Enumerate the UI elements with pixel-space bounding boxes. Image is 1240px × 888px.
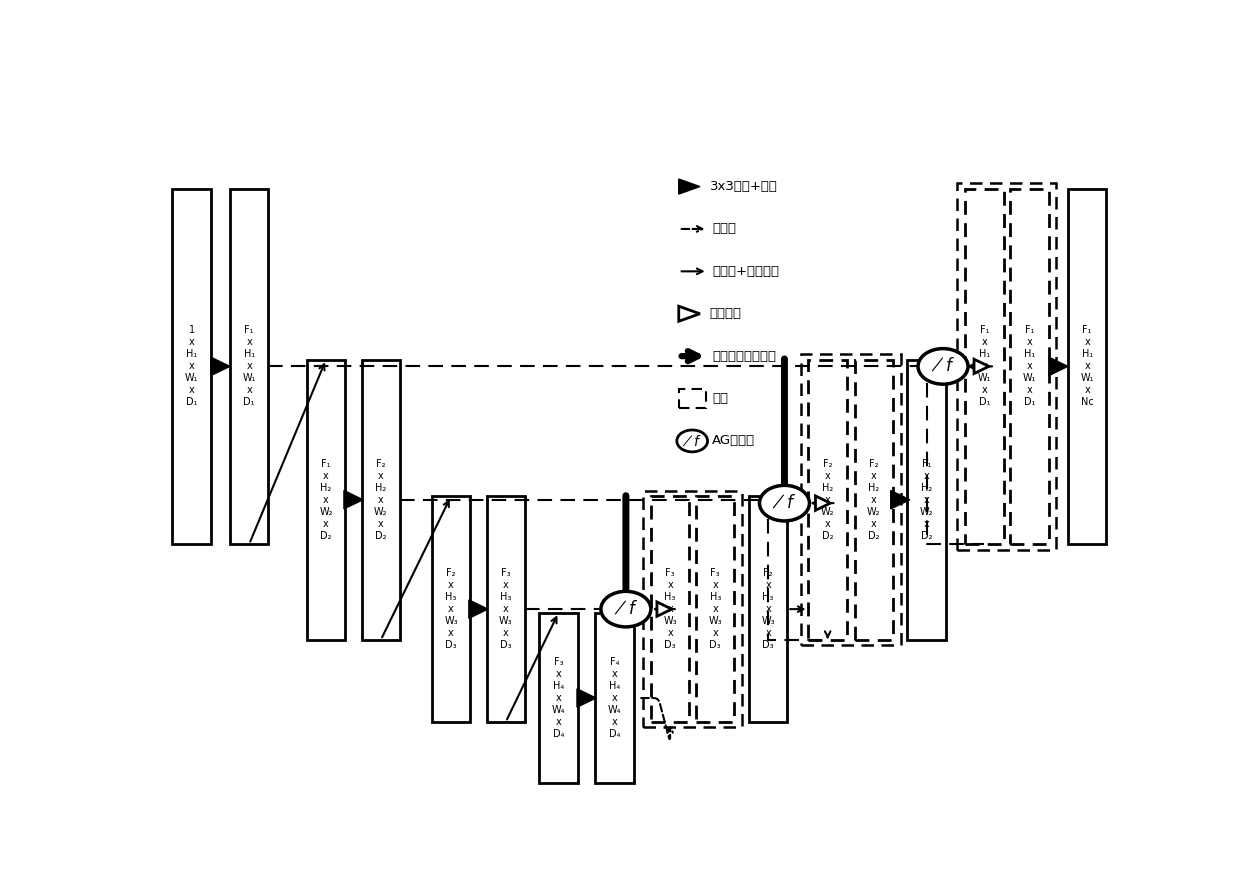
Text: F₂
x
H₂
x
W₂
x
D₂: F₂ x H₂ x W₂ x D₂ [821, 459, 835, 541]
Text: 上采样: 上采样 [713, 223, 737, 235]
Text: F₃
x
H₄
x
W₄
x
D₄: F₃ x H₄ x W₄ x D₄ [552, 657, 565, 739]
Polygon shape [577, 689, 596, 707]
Text: F₁
x
H₁
x
W₁
x
D₁: F₁ x H₁ x W₁ x D₁ [243, 325, 255, 408]
Text: F₄
x
H₄
x
W₄
x
D₄: F₄ x H₄ x W₄ x D₄ [608, 657, 621, 739]
Text: F₁
x
H₁
x
W₁
x
D₁: F₁ x H₁ x W₁ x D₁ [977, 325, 991, 408]
Polygon shape [211, 357, 229, 376]
Text: $\!\not{\!\;f}$: $\!\not{\!\;f}$ [773, 494, 796, 512]
Text: 下采样+最大池化: 下采样+最大池化 [713, 265, 780, 278]
Text: F₁
x
H₂
x
W₂
x
D₂: F₁ x H₂ x W₂ x D₂ [920, 459, 934, 541]
Text: $\!\not{\!\;f}$: $\!\not{\!\;f}$ [682, 433, 702, 448]
Text: F₃
x
H₃
x
W₃
x
D₃: F₃ x H₃ x W₃ x D₃ [498, 568, 512, 650]
Polygon shape [816, 496, 831, 511]
FancyBboxPatch shape [651, 496, 689, 722]
FancyBboxPatch shape [486, 496, 525, 722]
Circle shape [677, 430, 708, 452]
Text: 3x3卷积+激活: 3x3卷积+激活 [709, 180, 777, 193]
FancyBboxPatch shape [539, 613, 578, 783]
Text: 1
x
H₁
x
W₁
x
D₁: 1 x H₁ x W₁ x D₁ [185, 325, 198, 408]
Text: F₂
x
H₂
x
W₂
x
D₂: F₂ x H₂ x W₂ x D₂ [867, 459, 880, 541]
Polygon shape [975, 360, 988, 374]
Polygon shape [678, 306, 699, 321]
Text: F₂
x
H₂
x
W₂
x
D₂: F₂ x H₂ x W₂ x D₂ [374, 459, 388, 541]
Text: F₁
x
H₁
x
W₁
x
Nc: F₁ x H₁ x W₁ x Nc [1080, 325, 1094, 408]
Text: AG注意门: AG注意门 [713, 434, 755, 448]
FancyBboxPatch shape [172, 188, 211, 544]
Text: 选通信号（查询）: 选通信号（查询） [713, 350, 776, 362]
Text: F₂
x
H₃
x
W₃
x
D₃: F₂ x H₃ x W₃ x D₃ [761, 568, 775, 650]
FancyBboxPatch shape [306, 360, 345, 640]
Text: $\!\not{\!\;f}$: $\!\not{\!\;f}$ [614, 600, 637, 618]
Text: F₃
x
H₃
x
W₃
x
D₃: F₃ x H₃ x W₃ x D₃ [663, 568, 677, 650]
Circle shape [918, 349, 968, 385]
FancyBboxPatch shape [595, 613, 634, 783]
Text: F₂
x
H₃
x
W₃
x
D₃: F₂ x H₃ x W₃ x D₃ [444, 568, 458, 650]
FancyBboxPatch shape [808, 360, 847, 640]
FancyBboxPatch shape [749, 496, 787, 722]
FancyBboxPatch shape [678, 389, 706, 408]
Polygon shape [1049, 357, 1068, 376]
Polygon shape [343, 490, 363, 509]
Circle shape [759, 486, 810, 521]
Text: F₁
x
H₁
x
W₁
x
D₁: F₁ x H₁ x W₁ x D₁ [1023, 325, 1037, 408]
Text: F₁
x
H₂
x
W₂
x
D₂: F₁ x H₂ x W₂ x D₂ [320, 459, 332, 541]
Polygon shape [678, 179, 699, 194]
FancyBboxPatch shape [965, 188, 1003, 544]
FancyBboxPatch shape [1068, 188, 1106, 544]
Polygon shape [890, 490, 910, 509]
FancyBboxPatch shape [854, 360, 893, 640]
FancyBboxPatch shape [362, 360, 401, 640]
FancyBboxPatch shape [696, 496, 734, 722]
FancyBboxPatch shape [432, 496, 470, 722]
Polygon shape [469, 600, 487, 618]
Circle shape [601, 591, 651, 627]
FancyBboxPatch shape [229, 188, 268, 544]
FancyBboxPatch shape [1011, 188, 1049, 544]
FancyBboxPatch shape [908, 360, 946, 640]
Polygon shape [657, 602, 672, 616]
Text: F₃
x
H₃
x
W₃
x
D₃: F₃ x H₃ x W₃ x D₃ [708, 568, 722, 650]
Text: 串联: 串联 [713, 392, 728, 405]
Text: $\!\not{\!\;f}$: $\!\not{\!\;f}$ [931, 357, 955, 376]
Text: 跳过链接: 跳过链接 [709, 307, 742, 321]
